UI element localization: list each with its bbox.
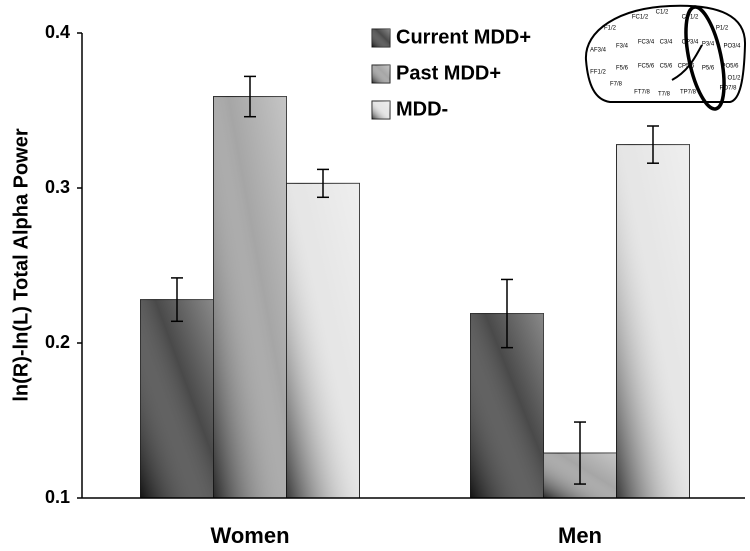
brain-inset: F1/2 FC1/2 C1/2 CP1/2 P1/2 AF3/4 F3/4 FC3/4 C3/4… (584, 4, 747, 111)
y-tick-label: 0.2 (45, 332, 70, 352)
y-tick-label: 0.3 (45, 177, 70, 197)
electrode-label: PO3/4 (723, 44, 741, 50)
legend-swatch-shading (372, 29, 390, 47)
electrode-label: P1/2 (716, 26, 729, 32)
electrode-label: F7/8 (610, 82, 623, 88)
head-outline (584, 4, 747, 103)
electrode-label: P5/6 (702, 66, 715, 72)
y-axis-label: ln(R)-ln(L) Total Alpha Power (10, 128, 32, 402)
error-bar (574, 421, 586, 485)
electrode-label: CP3/4 (682, 40, 699, 46)
electrode-label: C5/6 (660, 64, 673, 70)
electrode-label: C1/2 (656, 10, 669, 16)
electrode-label: F5/6 (616, 66, 629, 72)
electrode-label: FC5/6 (638, 64, 655, 70)
legend-label: Current MDD+ (396, 26, 531, 48)
electrode-label: TP7/8 (680, 90, 697, 96)
electrode-label: PO7/8 (719, 86, 737, 92)
bar-shading (616, 144, 690, 498)
legend-swatch-shading (372, 101, 390, 119)
error-bar (317, 168, 329, 199)
error-bar (171, 277, 183, 323)
legend-label: MDD- (396, 98, 448, 120)
electrode-label: CP5/6 (678, 64, 695, 70)
bar-shading (286, 183, 360, 498)
bar-shading (213, 96, 287, 499)
error-bar (501, 278, 513, 349)
electrode-label: C3/4 (660, 40, 673, 46)
legend-label: Past MDD+ (396, 62, 501, 84)
y-tick-label: 0.4 (45, 22, 70, 42)
error-bar (647, 125, 659, 164)
electrode-label: CP1/2 (682, 15, 699, 21)
electrode-label: PO5/6 (721, 64, 739, 70)
electrode-label: F3/4 (616, 44, 629, 50)
electrode-label: T7/8 (658, 92, 671, 98)
electrode-label: FF1/2 (590, 70, 606, 76)
electrode-label: P3/4 (702, 42, 715, 48)
electrode-label: AF3/4 (590, 48, 607, 54)
y-tick-label: 0.1 (45, 487, 70, 507)
sulcus (671, 44, 703, 81)
legend-swatch-shading (372, 65, 390, 83)
electrode-label: FC1/2 (632, 15, 649, 21)
electrode-label: FC3/4 (638, 40, 655, 46)
x-tick-label: Women (210, 523, 289, 548)
electrode-label: O1/2 (727, 76, 741, 82)
bar-shading (140, 299, 214, 498)
electrode-label: F1/2 (604, 26, 617, 32)
x-tick-label: Men (558, 523, 602, 548)
error-bar (244, 75, 256, 118)
region-ellipse (684, 5, 726, 111)
electrode-label: FT7/8 (634, 90, 650, 96)
